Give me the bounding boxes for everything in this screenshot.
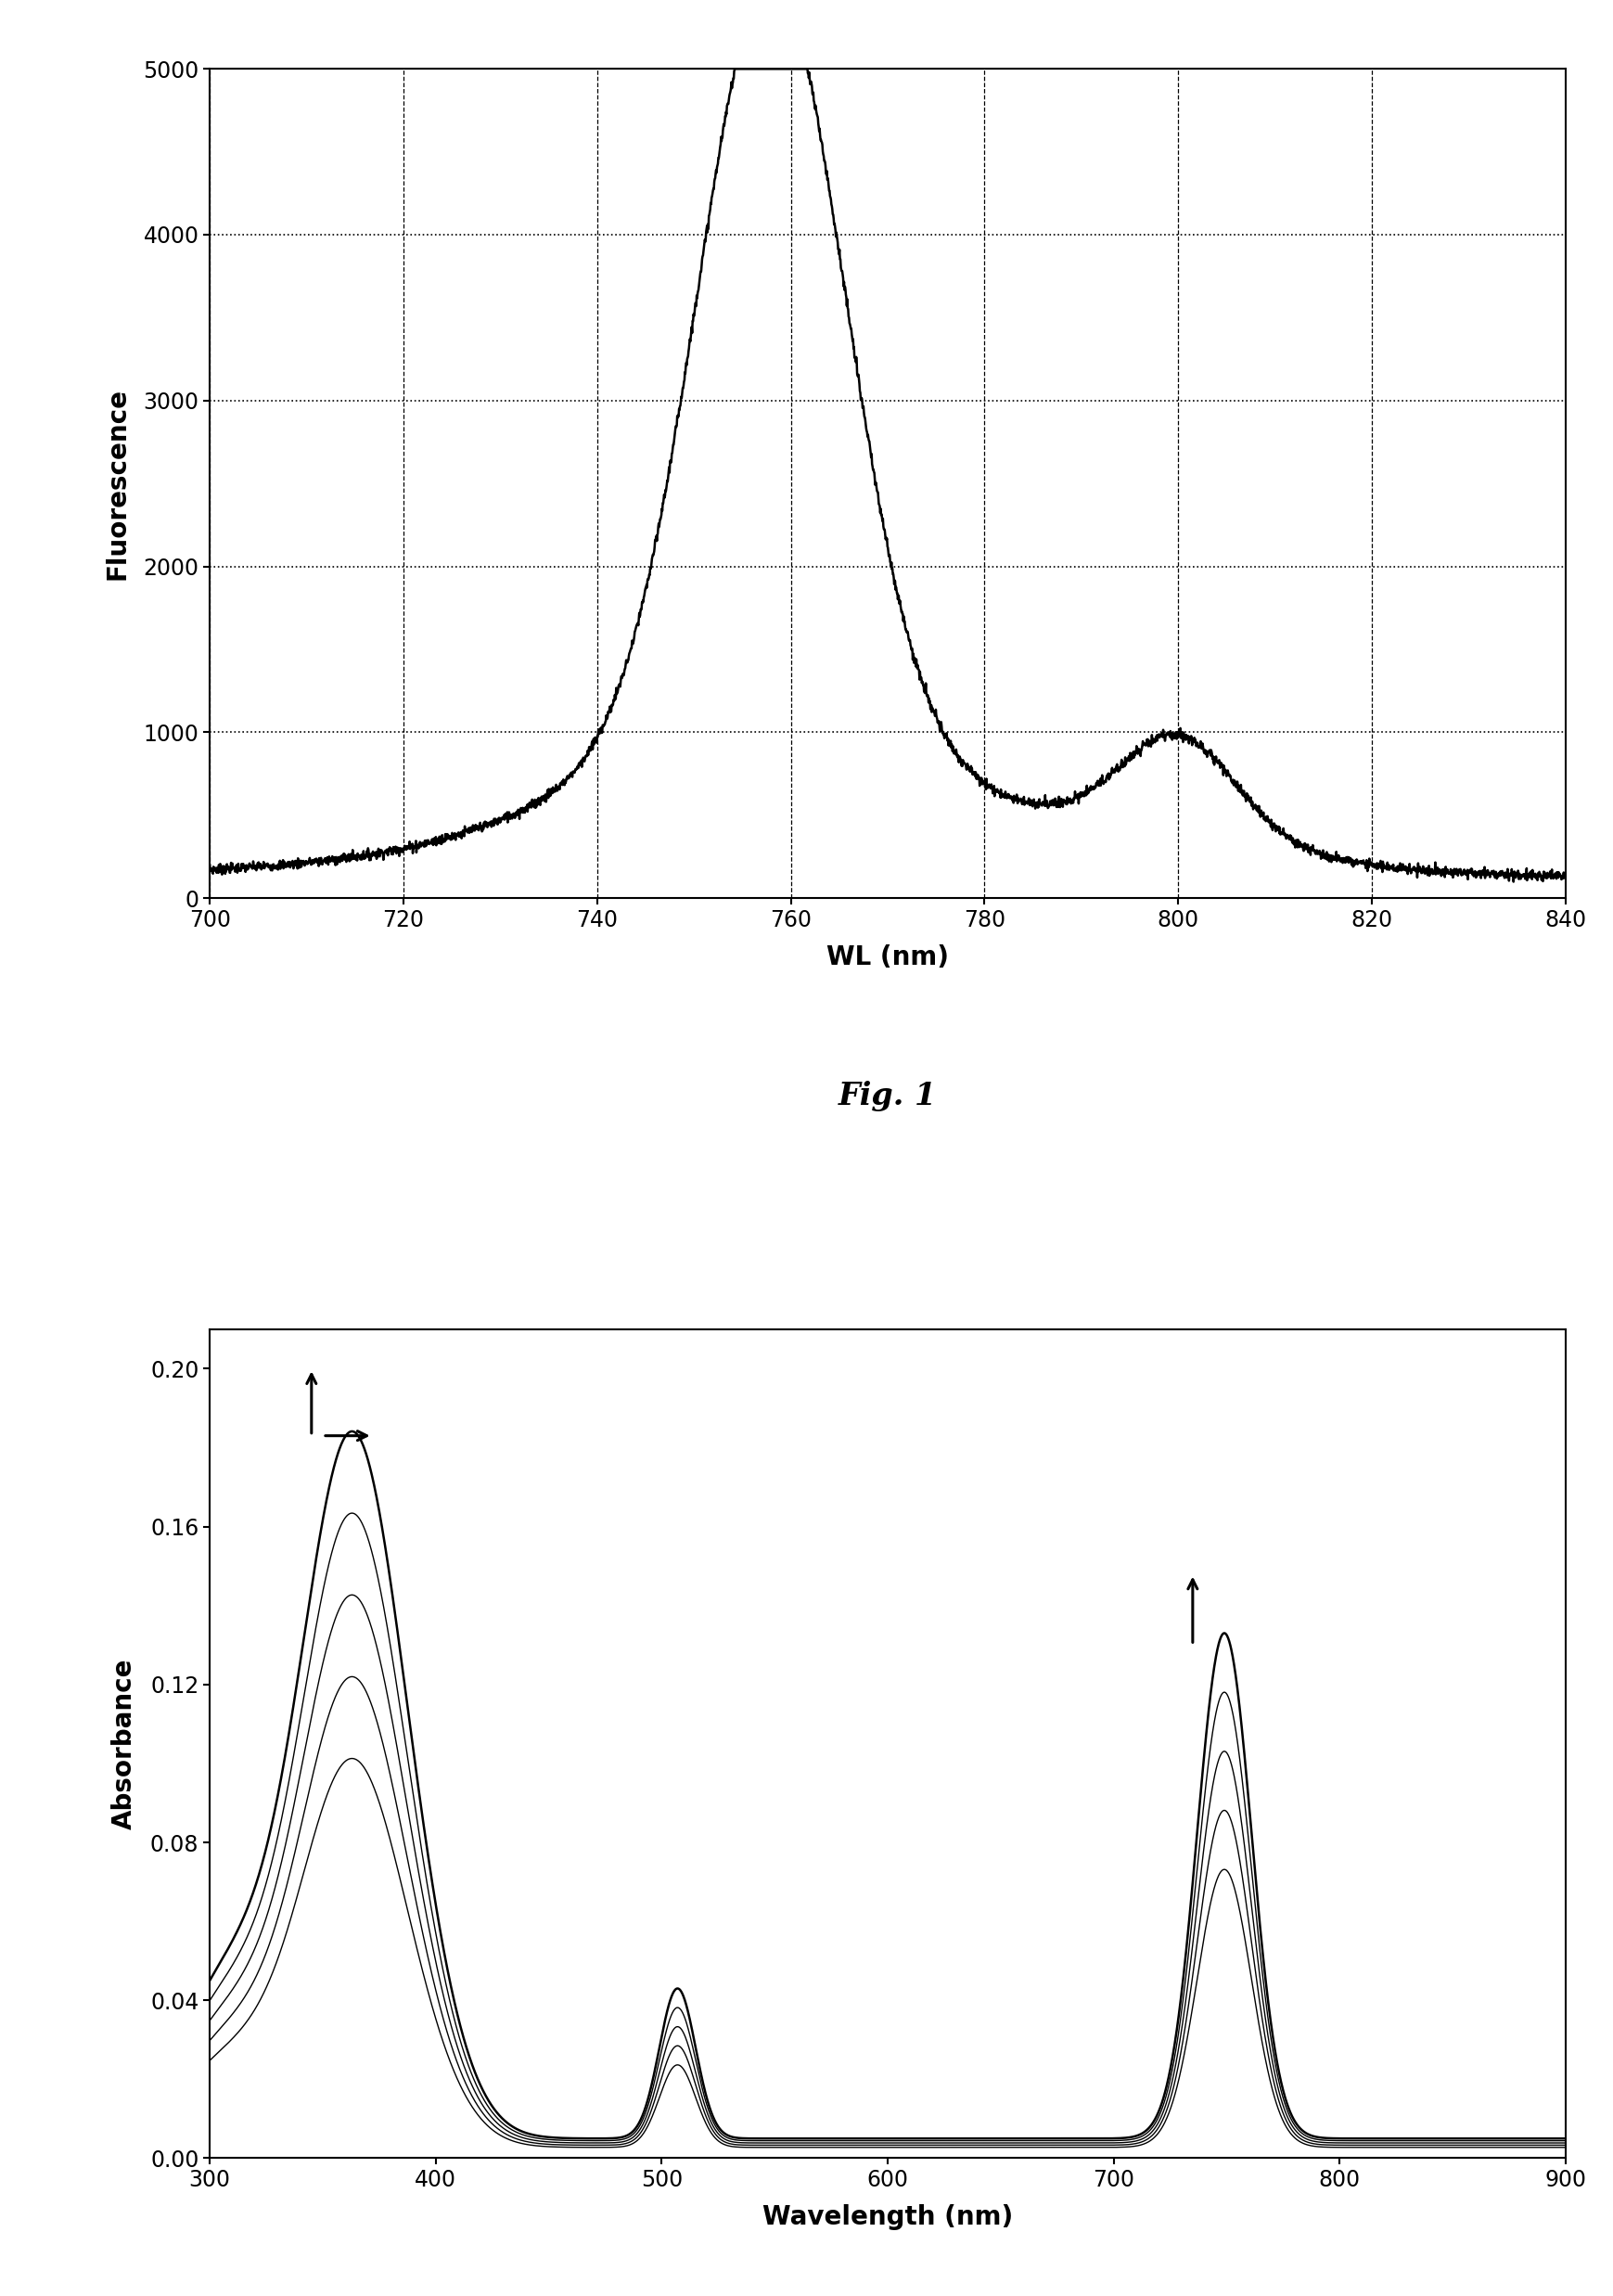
Text: Fig. 1: Fig. 1 <box>837 1081 937 1111</box>
X-axis label: WL (nm): WL (nm) <box>826 944 948 971</box>
Y-axis label: Absorbance: Absorbance <box>111 1658 137 1830</box>
Y-axis label: Fluorescence: Fluorescence <box>105 388 131 579</box>
X-axis label: Wavelength (nm): Wavelength (nm) <box>761 2204 1013 2229</box>
